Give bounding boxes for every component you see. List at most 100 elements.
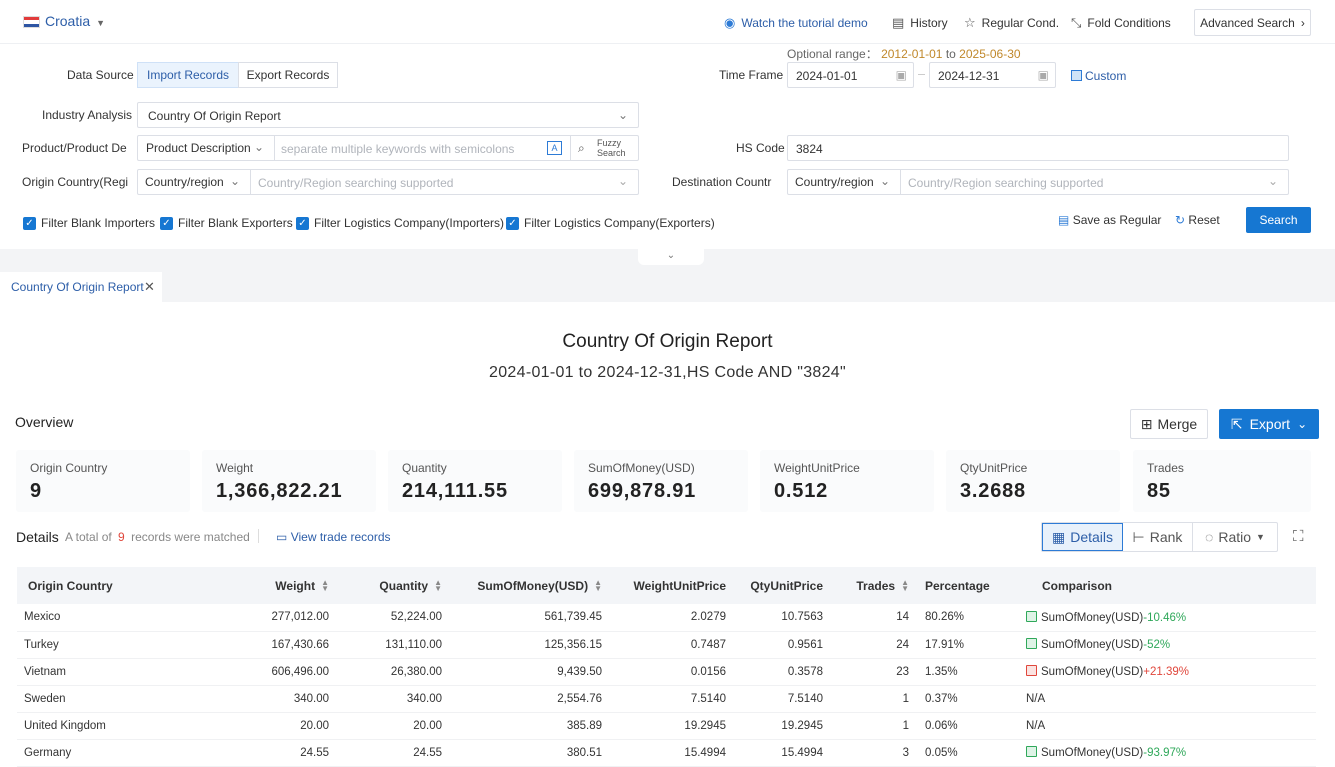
chevron-down-icon: ▼ (96, 18, 106, 28)
sort-icon[interactable]: ▲ ▼ (321, 578, 329, 594)
save-regular-button[interactable]: ▤ Save as Regular (1058, 213, 1161, 227)
regular-cond-button[interactable]: ☆ Regular Cond. (964, 15, 1059, 31)
cell-trades: 24 (829, 631, 915, 659)
cell-trades: 23 (829, 658, 915, 686)
col-weight-unit-price: WeightUnitPrice (608, 567, 732, 604)
view-trade-records-link[interactable]: ▭ View trade records (276, 530, 391, 544)
col-trades[interactable]: Trades ▲ ▼ (829, 567, 915, 604)
cell-percentage: 80.26% (915, 604, 1026, 632)
records-summary: A total of 9 records were matched (65, 530, 250, 544)
caret-down-icon: ▼ (1256, 532, 1265, 542)
tutorial-link[interactable]: ◉ Watch the tutorial demo (724, 15, 868, 31)
ratio-view-button[interactable]: ◌ Ratio ▼ (1193, 523, 1277, 551)
product-mode-select[interactable]: Product Description ⌄ (138, 136, 275, 160)
rank-icon: ⊢ (1132, 528, 1145, 545)
destination-mode-select[interactable]: Country/region ⌄ (788, 170, 901, 194)
origin-mode-select[interactable]: Country/region ⌄ (138, 170, 251, 194)
cell-qty-unit-price: 10.7563 (732, 604, 829, 632)
cell-quantity: 26,380.00 (335, 658, 448, 686)
reset-button[interactable]: ↻ Reset (1175, 213, 1220, 227)
hs-code-input[interactable]: 3824 (787, 135, 1289, 161)
table-row[interactable]: Germany 24.55 24.55 380.51 15.4994 15.4994 3 0.… (17, 739, 1316, 767)
fuzzy-search-button[interactable]: ⌕ Fuzzy Search (570, 136, 638, 160)
list-icon: ▭ (276, 530, 288, 544)
report-subtitle: 2024-01-01 to 2024-12-31,HS Code AND "38… (489, 364, 846, 381)
time-frame-label: Time Frame (719, 68, 784, 82)
cell-money: 9,439.50 (448, 658, 608, 686)
trend-down-icon (1026, 638, 1037, 649)
merge-button[interactable]: ⊞ Merge (1130, 409, 1208, 439)
origin-country-input[interactable]: Country/Region searching supported (258, 176, 454, 190)
comparison-value: -10.46% (1143, 611, 1187, 624)
table-row[interactable]: Turkey 167,430.66 131,110.00 125,356.15 0.74… (17, 631, 1316, 659)
advanced-search-button[interactable]: Advanced Search › (1194, 9, 1311, 36)
col-label: Percentage (925, 578, 990, 593)
table-row[interactable]: Mexico 277,012.00 52,224.00 561,739.45 2.027… (17, 604, 1316, 632)
custom-range-button[interactable]: Custom (1071, 69, 1126, 83)
collapse-filters-toggle[interactable]: ⌄ (638, 249, 704, 265)
col-label: Quantity (379, 578, 429, 593)
top-bar: Croatia ▼ ◉ Watch the tutorial demo ▤ His… (0, 0, 1335, 44)
product-keyword-input[interactable]: separate multiple keywords with semicolo… (281, 142, 515, 156)
sort-icon[interactable]: ▲ ▼ (434, 578, 442, 594)
table-header-row: Origin Country Weight ▲ ▼ Quantity ▲ ▼ SumOf… (17, 567, 1316, 604)
country-selector[interactable]: Croatia ▼ (45, 13, 105, 29)
fuzzy-search-label: Fuzzy Search (597, 138, 626, 158)
country-selector-label: Croatia (45, 13, 91, 29)
filter-blank-exporters-checkbox[interactable]: ✓ Filter Blank Exporters (160, 216, 293, 230)
table-row[interactable]: United Kingdom 20.00 20.00 385.89 19.2945 19.… (17, 712, 1316, 740)
industry-analysis-value: Country Of Origin Report (148, 109, 281, 123)
fullscreen-icon[interactable]: ⛶ (1293, 528, 1304, 545)
translate-icon[interactable]: A (547, 141, 562, 155)
col-weight[interactable]: Weight ▲ ▼ (167, 567, 335, 604)
table-row[interactable]: Vietnam 606,496.00 26,380.00 9,439.50 0.0156… (17, 658, 1316, 686)
sort-icon[interactable]: ▲ ▼ (594, 578, 602, 594)
col-quantity[interactable]: Quantity ▲ ▼ (335, 567, 448, 604)
import-records-tab[interactable]: Import Records (137, 62, 239, 88)
destination-country-input[interactable]: Country/Region searching supported (908, 176, 1104, 190)
cell-trades: 1 (829, 712, 915, 740)
fold-conditions-button[interactable]: ⤡ Fold Conditions (1071, 15, 1171, 31)
filter-logistics-importers-checkbox[interactable]: ✓ Filter Logistics Company(Importers) (296, 216, 504, 230)
start-date-input[interactable]: 2024-01-01 ▣ (787, 62, 914, 88)
sort-icon[interactable]: ▲ ▼ (901, 578, 909, 594)
industry-analysis-select[interactable]: Country Of Origin Report ⌄ (137, 102, 639, 128)
col-label: Weight (275, 578, 316, 593)
rank-view-label: Rank (1149, 529, 1183, 545)
cell-quantity: 24.55 (335, 739, 448, 767)
data-source-label: Data Source (67, 68, 134, 82)
destination-country-label: Destination Countr (672, 175, 772, 189)
comparison-label: SumOfMoney(USD) (1041, 747, 1144, 759)
cell-percentage: 1.35% (915, 658, 1026, 686)
comparison-label: SumOfMoney(USD) (1041, 611, 1144, 624)
filter-logistics-exporters-checkbox[interactable]: ✓ Filter Logistics Company(Exporters) (506, 216, 715, 230)
save-regular-label: Save as Regular (1072, 213, 1162, 227)
filter-blank-importers-checkbox[interactable]: ✓ Filter Blank Importers (23, 216, 155, 230)
cell-comparison: SumOfMoney(USD)-93.97% (1026, 739, 1316, 767)
close-icon[interactable]: ✕ (144, 279, 155, 294)
cell-weight: 167,430.66 (167, 631, 335, 659)
col-label: SumOfMoney(USD) (477, 578, 589, 593)
cell-comparison: SumOfMoney(USD)+21.39% (1026, 658, 1316, 686)
reset-icon: ↻ (1175, 213, 1186, 227)
rank-view-button[interactable]: ⊢ Rank (1123, 523, 1193, 551)
export-button[interactable]: ⇱ Export ⌄ (1219, 409, 1319, 439)
table-row[interactable]: Sweden 340.00 340.00 2,554.76 7.5140 7.5140 1 0… (17, 685, 1316, 713)
col-sum-of-money[interactable]: SumOfMoney(USD) ▲ ▼ (448, 567, 608, 604)
optional-range-end: 2025-06-30 (959, 47, 1021, 61)
fuzzy-label-line2: Search (597, 148, 626, 158)
stat-card: Weight 1,366,822.21 (202, 450, 376, 512)
play-icon: ◉ (724, 15, 736, 30)
end-date-input[interactable]: 2024-12-31 ▣ (929, 62, 1056, 88)
history-button[interactable]: ▤ History (892, 15, 948, 31)
checkbox-checked-icon: ✓ (23, 216, 36, 230)
cell-country: Sweden (17, 685, 167, 713)
search-button[interactable]: Search (1246, 207, 1311, 233)
cell-country: Turkey (17, 631, 167, 659)
cell-comparison: SumOfMoney(USD)-52% (1026, 631, 1316, 659)
details-view-button[interactable]: ▦ Details (1042, 523, 1123, 551)
export-records-tab[interactable]: Export Records (238, 62, 338, 88)
records-total-suffix: records were matched (131, 530, 250, 544)
stat-value: 85 (1147, 480, 1171, 502)
tab-country-of-origin-report[interactable]: Country Of Origin Report ✕ (0, 272, 162, 302)
